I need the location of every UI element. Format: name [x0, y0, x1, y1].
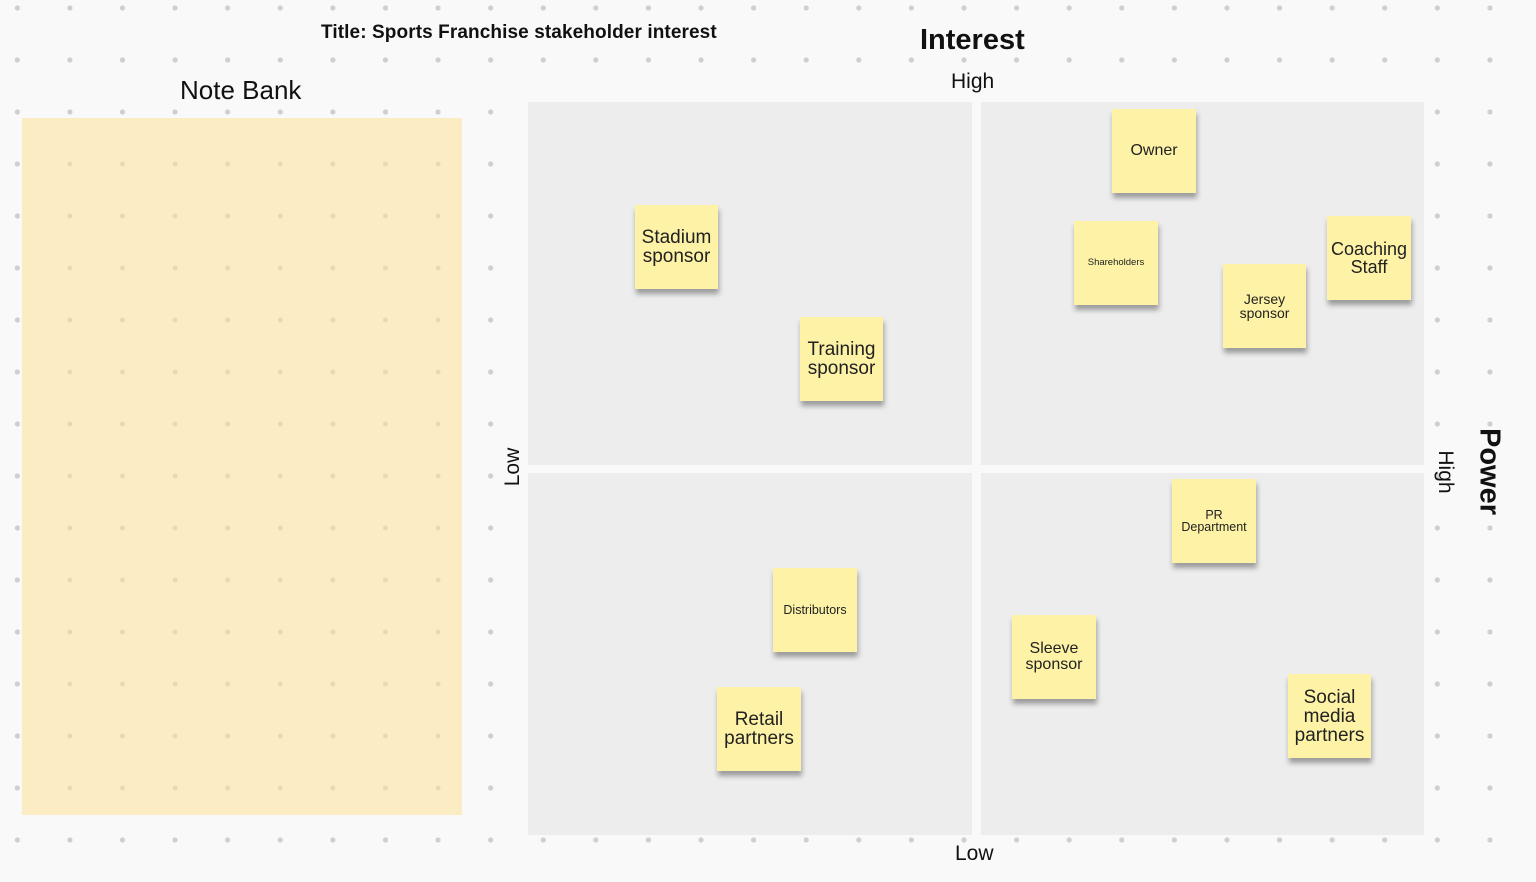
sticky-note-text: Owner [1130, 142, 1178, 159]
sticky-note-text: Coaching Staff [1330, 239, 1408, 277]
sticky-note-social-media-partners[interactable]: Social media partners [1288, 674, 1371, 758]
sticky-note-owner[interactable]: Owner [1112, 109, 1196, 193]
sticky-note-text: Distributors [783, 602, 847, 617]
interest-axis-title[interactable]: Interest [920, 24, 1025, 56]
note-bank-area[interactable] [22, 118, 462, 815]
sticky-note-text: Stadium sponsor [641, 227, 712, 267]
sticky-note-text: Retail partners [724, 709, 794, 749]
sticky-note-training-sponsor[interactable]: Training sponsor [800, 317, 883, 401]
sticky-note-distributors[interactable]: Distributors [773, 568, 857, 652]
interest-low-label[interactable]: Low [955, 842, 994, 865]
sticky-note-stadium-sponsor[interactable]: Stadium sponsor [635, 205, 718, 289]
sticky-note-retail-partners[interactable]: Retail partners [717, 687, 801, 771]
power-axis-title[interactable]: Power [1473, 427, 1506, 516]
sticky-note-text: Jersey sponsor [1239, 291, 1290, 321]
sticky-note-jersey-sponsor[interactable]: Jersey sponsor [1223, 264, 1306, 348]
interest-high-label[interactable]: High [951, 70, 995, 93]
power-high-label[interactable]: High [1434, 450, 1457, 494]
sticky-note-shareholders[interactable]: Shareholders [1074, 221, 1158, 305]
sticky-note-pr-department[interactable]: PR Department [1172, 479, 1256, 563]
sticky-note-sleeve-sponsor[interactable]: Sleeve sponsor [1012, 615, 1096, 699]
sticky-note-text: Social media partners [1294, 686, 1365, 746]
sticky-note-coaching-staff[interactable]: Coaching Staff [1327, 216, 1411, 300]
quadrant-top-left[interactable] [528, 102, 972, 465]
quadrant-bottom-left[interactable] [528, 473, 972, 835]
sticky-note-text: PR Department [1181, 507, 1247, 534]
power-low-label[interactable]: Low [501, 447, 524, 487]
sticky-note-text: Shareholders [1087, 257, 1145, 269]
sticky-note-text: Sleeve sponsor [1025, 640, 1083, 673]
sticky-note-text: Training sponsor [807, 339, 876, 379]
note-bank-label[interactable]: Note Bank [180, 75, 302, 105]
board-title[interactable]: Title: Sports Franchise stakeholder inte… [321, 22, 717, 43]
